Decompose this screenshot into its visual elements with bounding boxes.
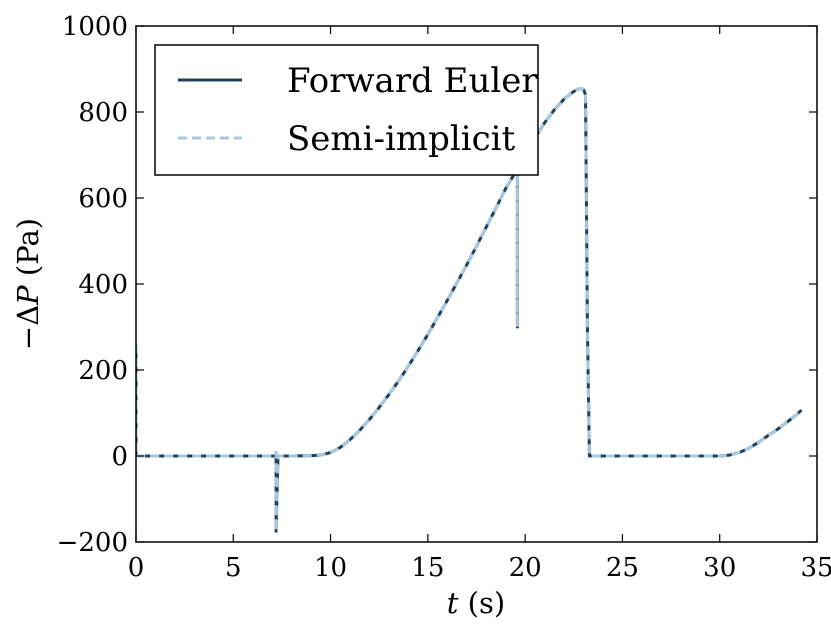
x-tick-label: 35	[800, 553, 831, 583]
y-tick-label: −200	[57, 528, 128, 558]
y-tick-label: 1000	[62, 12, 128, 42]
x-tick-label: 0	[128, 553, 145, 583]
x-tick-label: 5	[225, 553, 242, 583]
x-axis-label: t (s)	[447, 586, 505, 620]
x-tick-label: 30	[703, 553, 736, 583]
legend-label-semi-implicit: Semi-implicit	[287, 119, 516, 159]
legend-box	[154, 44, 539, 176]
y-axis-label: −ΔP (Pa)	[11, 218, 45, 350]
y-tick-label: 0	[111, 442, 128, 472]
x-tick-label: 20	[509, 553, 542, 583]
y-tick-label: 600	[78, 184, 128, 214]
y-tick-label: 200	[78, 356, 128, 386]
legend: Forward Euler Semi-implicit	[154, 44, 539, 176]
y-tick-label: 800	[78, 98, 128, 128]
legend-label-forward-euler: Forward Euler	[287, 61, 538, 101]
x-tick-label: 10	[314, 553, 347, 583]
series-line-semi-implicit	[136, 86, 803, 533]
x-tick-label: 15	[411, 553, 444, 583]
series-layer	[136, 86, 803, 533]
y-tick-label: 400	[78, 270, 128, 300]
x-tick-label: 25	[606, 553, 639, 583]
